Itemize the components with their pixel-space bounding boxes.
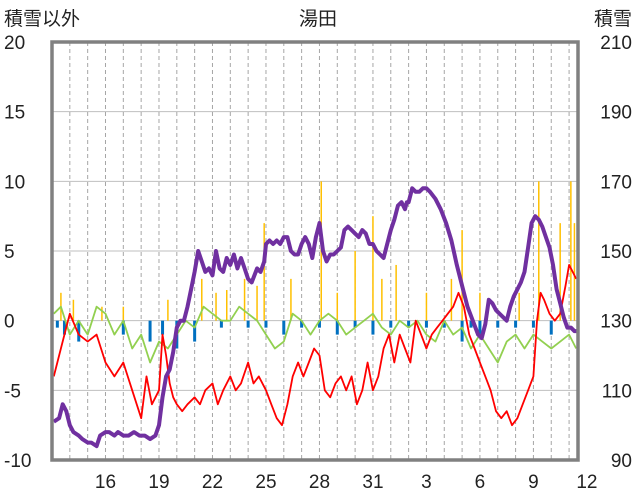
left-y-tick-label: -5 [4, 381, 21, 402]
x-tick-label: 28 [309, 472, 330, 493]
right-y-tick-label: 90 [611, 451, 632, 472]
right-y-tick-label: 150 [600, 242, 632, 263]
x-tick-label: 31 [362, 472, 383, 493]
x-tick-label: 25 [255, 472, 276, 493]
right-y-tick-label: 210 [600, 33, 632, 54]
left-y-tick-label: 20 [4, 33, 25, 54]
left-y-tick-label: 15 [4, 103, 25, 124]
left-axis-label: 積雪以外 [4, 8, 80, 30]
wind-line [53, 305, 578, 364]
snow_depth-line [52, 186, 578, 449]
x-tick-label: 6 [475, 472, 486, 493]
right-y-ticks: 210 190 170 150 130 110 90 [600, 33, 632, 472]
left-y-tick-label: 10 [4, 172, 25, 193]
x-tick-label: 16 [95, 472, 116, 493]
x-tick-label: 12 [576, 472, 597, 493]
left-y-ticks: 20 15 10 5 0 -5 -10 [4, 33, 31, 472]
chart-title: 湯田 [299, 8, 337, 30]
right-axis-label: 積雪 [594, 8, 632, 30]
right-y-tick-label: 110 [602, 381, 632, 402]
x-tick-label: 19 [148, 472, 169, 493]
x-ticks: 16 19 22 25 28 31 3 6 9 12 [95, 472, 598, 493]
left-y-tick-label: 0 [4, 312, 15, 333]
left-y-tick-label: 5 [4, 242, 15, 263]
x-tick-label: 3 [421, 472, 432, 493]
right-y-tick-label: 190 [600, 103, 632, 124]
left-y-tick-label: -10 [4, 451, 31, 472]
right-y-tick-label: 170 [600, 172, 632, 193]
plot-frame [50, 40, 580, 462]
line-series [52, 186, 578, 449]
right-y-tick-label: 130 [600, 312, 632, 333]
x-tick-label: 9 [528, 472, 539, 493]
x-tick-label: 22 [202, 472, 223, 493]
bar-series [55, 181, 576, 349]
